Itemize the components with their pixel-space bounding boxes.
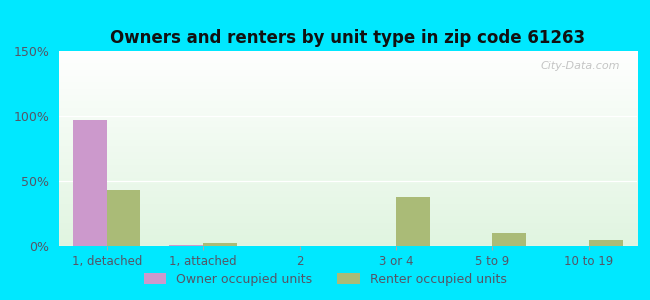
Title: Owners and renters by unit type in zip code 61263: Owners and renters by unit type in zip c… [111,29,585,47]
Bar [73,120,107,246]
Legend: Owner occupied units, Renter occupied units: Owner occupied units, Renter occupied un… [138,268,512,291]
Text: City-Data.com: City-Data.com [540,61,619,71]
Bar [107,190,140,246]
Bar [493,233,526,246]
Bar [203,243,237,246]
Bar [396,196,430,246]
Bar [170,245,203,246]
Bar [589,239,623,246]
